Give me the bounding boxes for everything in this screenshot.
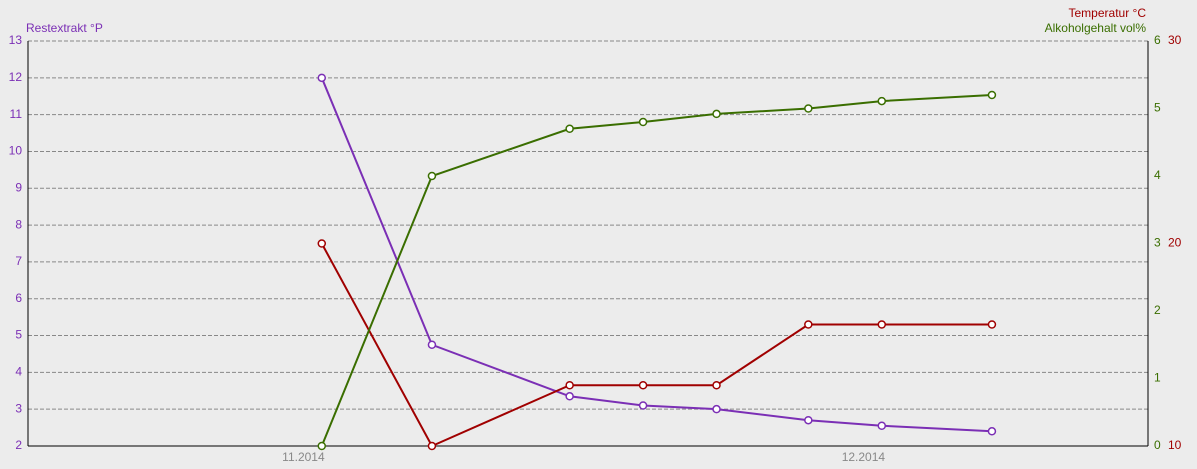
point [565, 381, 574, 390]
point [987, 427, 997, 436]
y3-tick-label: 2 [1154, 303, 1161, 317]
series-line [320, 243, 992, 448]
point [317, 73, 327, 83]
point [565, 124, 574, 133]
point [317, 239, 327, 248]
y-tick-label: 11 [10, 107, 23, 121]
point [427, 441, 437, 451]
y-tick-label: 8 [15, 217, 22, 231]
y3-axis-label: Alkoholgehalt vol% [1045, 21, 1147, 35]
point [877, 421, 887, 430]
point [317, 441, 327, 451]
y-tick-label: 9 [15, 180, 22, 194]
point [712, 404, 721, 414]
y-tick-label: 12 [9, 70, 23, 84]
y-tick-label: 2 [15, 438, 22, 452]
point [804, 415, 813, 425]
y2-tick-label: 30 [1168, 33, 1182, 47]
point [804, 320, 813, 329]
y3-tick-label: 0 [1154, 438, 1161, 452]
point [987, 320, 997, 329]
y-tick-label: 6 [15, 291, 22, 305]
point [987, 90, 997, 100]
point [638, 401, 648, 410]
y-tick-label: 13 [9, 33, 23, 47]
y2-tick-label: 10 [1168, 438, 1182, 452]
y-tick-label: 7 [15, 254, 22, 268]
y-tick-label: 5 [15, 328, 22, 342]
point [427, 171, 437, 181]
x-tick-label: 12.2014 [842, 450, 886, 464]
y-tick-label: 3 [15, 401, 22, 415]
y-tick-label: 4 [15, 365, 22, 379]
y-tick-label: 10 [9, 144, 23, 158]
y3-tick-label: 5 [1154, 101, 1161, 115]
point [877, 96, 887, 106]
y3-tick-label: 1 [1154, 371, 1161, 385]
point [804, 104, 813, 113]
series-line [320, 77, 992, 433]
point [712, 109, 721, 119]
series-line [320, 94, 992, 447]
point [638, 381, 648, 390]
y3-tick-label: 3 [1154, 236, 1161, 250]
y2-tick-label: 20 [1168, 236, 1182, 250]
x-tick-label: 11.2014 [282, 450, 325, 464]
point [427, 340, 437, 349]
point [565, 392, 574, 401]
point [877, 320, 887, 329]
y3-tick-label: 4 [1154, 168, 1161, 182]
y3-tick-label: 6 [1154, 33, 1161, 47]
y2-axis-label: Temperatur °C [1069, 6, 1147, 20]
point [712, 381, 721, 390]
point [638, 117, 648, 127]
y-axis-label: Restextrakt °P [26, 21, 103, 35]
